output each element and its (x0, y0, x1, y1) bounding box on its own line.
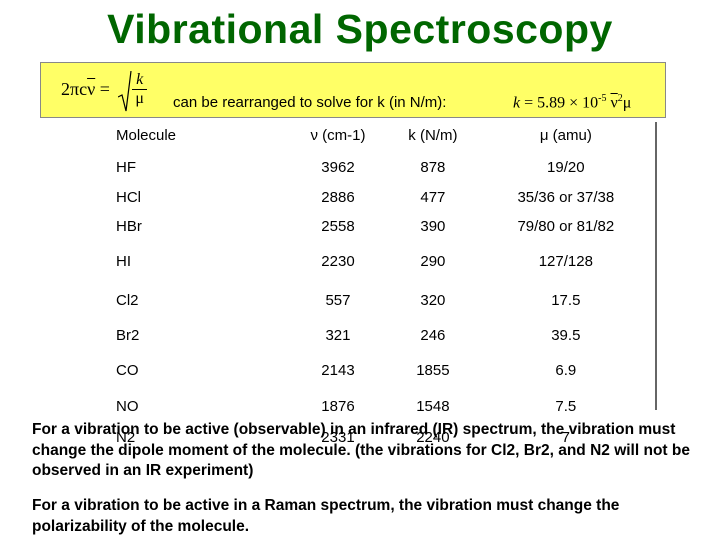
cell-force-constant: 1855 (416, 361, 450, 379)
cell-molecule: HF (116, 158, 136, 176)
header-wavenumber: ν (cm-1) (310, 126, 366, 144)
cell-force-constant: 1548 (416, 397, 450, 415)
formula-equals: = (99, 79, 110, 99)
table-row: HBr 2558 390 79/80 or 81/82 (40, 212, 654, 241)
cell-wavenumber: 2886 (321, 189, 355, 206)
cell-force-constant: 246 (420, 326, 446, 344)
cell-reduced-mass: 79/80 or 81/82 (517, 218, 615, 235)
cell-force-constant: 390 (420, 218, 446, 235)
k-symbol: k (513, 94, 521, 112)
cell-force-constant: 477 (420, 189, 446, 206)
cell-molecule: NO (116, 397, 139, 415)
frequency-formula: 2πcν = k μ (61, 71, 147, 112)
ir-note: For a vibration to be active (observable… (32, 421, 690, 479)
formula-nu: ν (87, 79, 96, 99)
cell-molecule: Br2 (116, 326, 140, 344)
cell-force-constant: 878 (420, 158, 446, 176)
cell-molecule: Cl2 (116, 292, 139, 309)
table-row: NO 1876 1548 7.5 (40, 389, 654, 423)
sqrt-denominator: μ (135, 90, 144, 107)
sqrt-numerator: k (132, 71, 147, 90)
cell-reduced-mass: 19/20 (547, 158, 585, 176)
cell-molecule: N2 (116, 428, 136, 446)
k-nu-exponent: 2 (617, 93, 623, 104)
cell-force-constant: 2240 (416, 428, 450, 446)
k-formula: k = 5.89 × 10-5 ν2μ (513, 93, 631, 112)
cell-force-constant: 290 (420, 253, 446, 270)
table-row: N2 2331 2240 7 (40, 423, 654, 451)
cell-wavenumber: 2143 (321, 361, 355, 379)
cell-reduced-mass: 35/36 or 37/38 (517, 189, 615, 206)
table-row: Cl2 557 320 17.5 (40, 282, 654, 319)
table-row: HI 2230 290 127/128 (40, 241, 654, 282)
table-row: CO 2143 1855 6.9 (40, 351, 654, 389)
k-equals: = (524, 94, 534, 112)
cell-wavenumber: 2331 (321, 428, 355, 446)
cell-reduced-mass: 127/128 (538, 253, 593, 270)
formula-box: 2πcν = k μ can be rearranged to solve fo… (40, 62, 666, 118)
sqrt-fraction: k μ (132, 71, 147, 108)
cell-reduced-mass: 7.5 (555, 397, 577, 415)
k-coefficient: 5.89 × 10 (537, 94, 599, 112)
formula-lhs: 2πc (61, 79, 88, 99)
molecule-table: Molecule ν (cm-1) k (N/m) μ (amu) HF 3962… (40, 119, 654, 451)
cell-reduced-mass: 39.5 (551, 326, 581, 344)
cell-molecule: HI (116, 253, 131, 270)
cell-reduced-mass: 7 (561, 428, 570, 446)
raman-note: For a vibration to be active in a Raman … (32, 497, 620, 535)
formula-middle-text: can be rearranged to solve for k (in N/m… (173, 94, 447, 111)
table-row: HF 3962 878 19/20 (40, 151, 654, 183)
cell-wavenumber: 321 (325, 326, 351, 344)
cell-molecule: CO (116, 361, 139, 379)
header-force-constant: k (N/m) (408, 126, 458, 144)
k-mu: μ (622, 94, 632, 112)
table-row: HCl 2886 477 35/36 or 37/38 (40, 183, 654, 212)
cell-wavenumber: 2558 (321, 218, 355, 235)
cell-molecule: HBr (116, 218, 142, 235)
cell-force-constant: 320 (420, 292, 446, 309)
cell-wavenumber: 2230 (321, 253, 355, 270)
table-header-row: Molecule ν (cm-1) k (N/m) μ (amu) (40, 119, 654, 151)
header-molecule: Molecule (116, 126, 177, 144)
table-right-border (655, 122, 657, 410)
cell-molecule: HCl (116, 189, 141, 206)
k-exponent: -5 (598, 93, 607, 104)
cell-wavenumber: 557 (325, 292, 351, 309)
sqrt-symbol: k μ (118, 71, 147, 112)
header-reduced-mass: μ (amu) (539, 126, 592, 144)
table-row: Br2 321 246 39.5 (40, 319, 654, 351)
k-nu: ν (610, 94, 618, 112)
cell-wavenumber: 3962 (321, 158, 355, 176)
cell-reduced-mass: 17.5 (551, 292, 581, 309)
cell-wavenumber: 1876 (321, 397, 355, 415)
cell-reduced-mass: 6.9 (555, 361, 577, 379)
slide-title: Vibrational Spectroscopy (107, 6, 613, 52)
